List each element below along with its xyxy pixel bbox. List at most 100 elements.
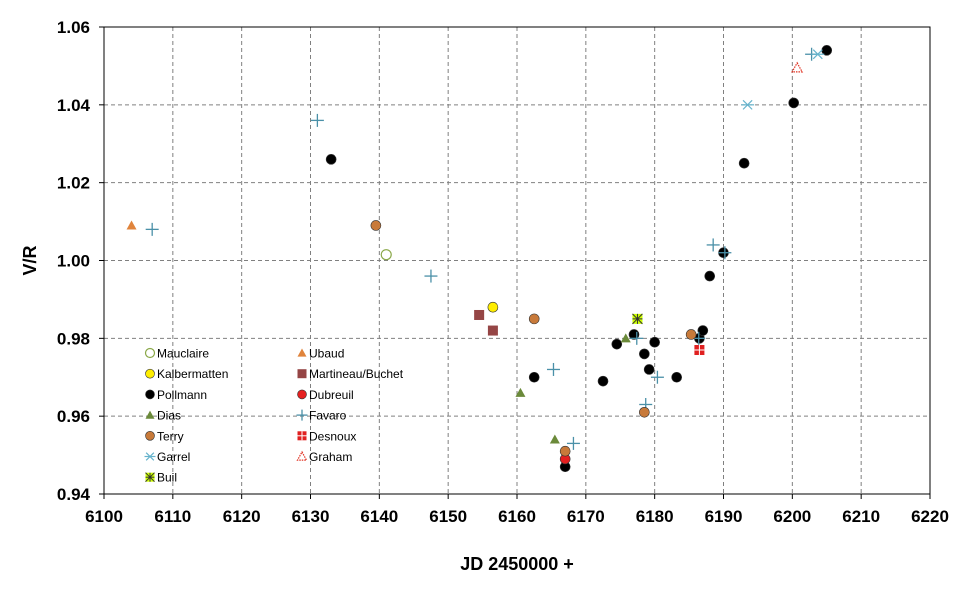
point-pollmann	[788, 97, 800, 109]
grid-lines	[104, 27, 930, 494]
point-favaro	[630, 331, 644, 345]
legend-marker	[145, 472, 155, 483]
point-pollmann	[643, 364, 655, 375]
point-favaro	[310, 113, 324, 127]
point-dias	[620, 333, 631, 343]
x-tick-label: 6150	[429, 507, 467, 526]
legend-marker	[145, 410, 155, 419]
legend-label: Dias	[157, 409, 181, 423]
point-buil	[632, 313, 643, 325]
x-tick-label: 6120	[223, 507, 261, 526]
legend-marker	[144, 347, 156, 359]
legend-entry-pollmann: Pollmann	[145, 388, 207, 402]
x-tick-label: 6180	[636, 507, 674, 526]
legend-label: Ubaud	[309, 347, 344, 361]
legend-marker	[297, 369, 307, 379]
legend: Mauclaire Ubaud Kalbermatten Martineau/Buch…	[144, 347, 404, 485]
x-tick-label: 6100	[85, 507, 123, 526]
legend-entry-dubreuil: Dubreuil	[297, 388, 354, 402]
point-pollmann	[671, 371, 682, 383]
legend-label: Garrel	[157, 450, 190, 464]
legend-label: Desnoux	[309, 429, 356, 443]
point-dias	[515, 387, 526, 397]
point-garrel	[741, 99, 755, 110]
point-favaro	[145, 222, 159, 236]
legend-marker	[296, 409, 308, 421]
legend-label: Pollmann	[157, 388, 207, 402]
point-graham	[791, 61, 804, 73]
legend-entry-favaro: Favaro	[296, 409, 347, 423]
y-tick-label: 1.02	[57, 174, 90, 193]
legend-marker	[144, 452, 156, 461]
point-favaro	[546, 362, 560, 376]
legend-label: Buil	[157, 471, 177, 485]
y-tick-label: 1.04	[57, 96, 91, 115]
y-tick-label: 1.00	[57, 252, 90, 271]
point-kalbermatten	[487, 301, 499, 313]
x-axis-ticks: 6100 6110 6120 6130 6140 6150 6160 6170 6180 6190…	[85, 494, 949, 526]
point-martineau-buchet	[487, 325, 498, 336]
legend-entry-graham: Graham	[296, 450, 352, 464]
y-tick-label: 0.98	[57, 329, 90, 348]
y-tick-label: 0.94	[57, 485, 91, 504]
point-pollmann	[639, 348, 650, 360]
x-tick-label: 6190	[705, 507, 743, 526]
point-martineau-buchet	[474, 309, 485, 320]
legend-entry-mauclaire: Mauclaire	[144, 347, 209, 361]
x-tick-label: 6200	[773, 507, 811, 526]
point-ubaud	[126, 220, 137, 230]
point-desnoux	[694, 345, 705, 356]
legend-label: Kalbermatten	[157, 367, 228, 381]
legend-label: Graham	[309, 450, 352, 464]
legend-label: Mauclaire	[157, 347, 209, 361]
point-favaro	[718, 246, 732, 260]
point-pollmann	[697, 325, 709, 336]
legend-marker	[296, 450, 308, 461]
legend-entry-terry: Terry	[145, 429, 184, 443]
legend-marker	[145, 389, 155, 400]
point-favaro	[566, 436, 580, 450]
y-axis-ticks: 0.94 0.96 0.98 1.00 1.02 1.04 1.06	[57, 18, 104, 504]
point-terry	[639, 406, 650, 418]
legend-entry-ubaud: Ubaud	[297, 347, 344, 361]
data-points	[126, 45, 833, 473]
y-tick-label: 1.06	[57, 18, 90, 37]
legend-entry-martineau-buchet: Martineau/Buchet	[297, 367, 404, 381]
legend-marker	[145, 430, 155, 441]
legend-entry-kalbermatten: Kalbermatten	[145, 367, 228, 381]
legend-entry-desnoux: Desnoux	[297, 429, 356, 443]
point-pollmann	[738, 157, 750, 169]
legend-marker	[297, 348, 307, 357]
y-tick-label: 0.96	[57, 407, 90, 426]
point-terry	[370, 220, 382, 231]
point-favaro	[650, 370, 664, 384]
x-tick-label: 6110	[154, 507, 191, 526]
point-pollmann	[611, 338, 623, 350]
legend-marker	[145, 368, 155, 379]
point-mauclaire	[380, 249, 392, 261]
point-favaro	[706, 238, 720, 252]
legend-label: Favaro	[309, 409, 347, 423]
x-tick-label: 6210	[842, 507, 880, 526]
point-terry	[528, 313, 540, 325]
y-axis-label: V/R	[20, 245, 40, 275]
legend-marker	[297, 389, 307, 400]
point-favaro	[424, 269, 438, 283]
legend-entry-buil: Buil	[145, 471, 177, 485]
x-axis-label: JD 2450000 +	[460, 554, 574, 574]
point-garrel	[811, 49, 825, 60]
legend-label: Martineau/Buchet	[309, 367, 404, 381]
point-pollmann	[597, 375, 609, 387]
legend-entry-dias: Dias	[145, 409, 181, 423]
x-tick-label: 6220	[911, 507, 949, 526]
point-dias	[549, 434, 560, 444]
x-tick-label: 6170	[567, 507, 605, 526]
point-pollmann	[528, 371, 540, 383]
point-pollmann	[325, 154, 337, 165]
point-pollmann	[649, 336, 660, 348]
legend-marker	[297, 431, 307, 441]
x-tick-label: 6130	[292, 507, 330, 526]
x-tick-label: 6160	[498, 507, 536, 526]
legend-label: Terry	[157, 429, 184, 443]
